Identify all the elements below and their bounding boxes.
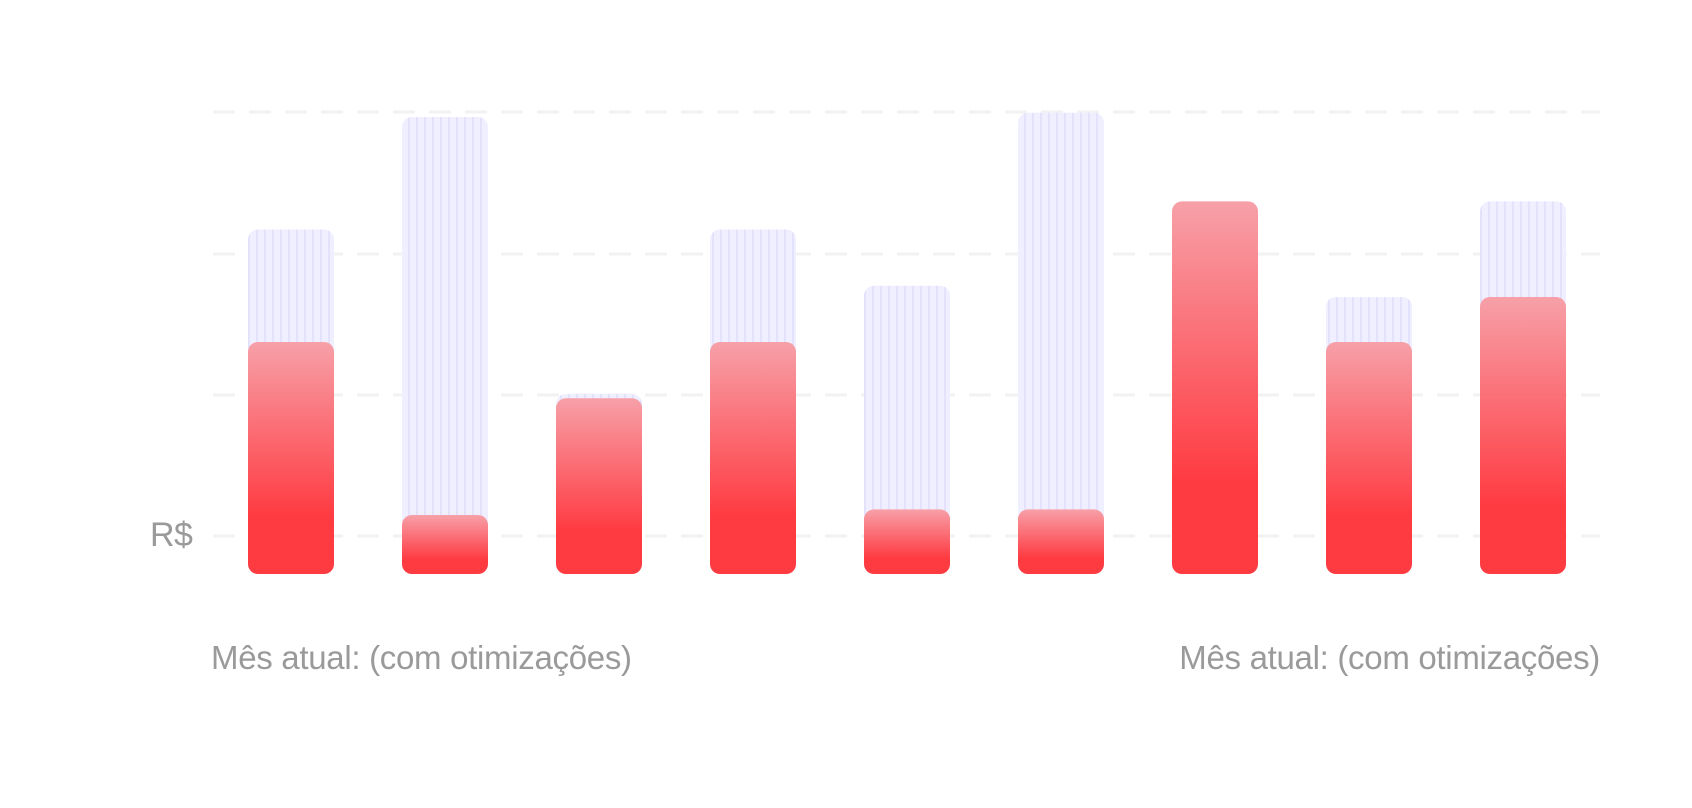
bar-background-5 <box>1018 112 1104 574</box>
y-axis-label: R$ <box>150 516 193 554</box>
bar-foreground-1 <box>402 514 488 574</box>
bar-foreground-4 <box>864 509 950 574</box>
x-caption-right: Mês atual: (com otimizações) <box>1179 639 1600 676</box>
bar-foreground-5 <box>1018 509 1104 574</box>
x-caption-left: Mês atual: (com otimizações) <box>211 639 632 676</box>
bar-background-4 <box>864 285 950 574</box>
bars <box>248 112 1566 575</box>
bar-foreground-2 <box>556 398 642 574</box>
bar-foreground-6 <box>1172 201 1258 575</box>
bar-background-1 <box>402 117 488 574</box>
bar-foreground-7 <box>1326 342 1412 574</box>
bar-foreground-0 <box>248 342 334 574</box>
bar-foreground-3 <box>710 342 796 574</box>
bar-foreground-8 <box>1480 297 1566 574</box>
